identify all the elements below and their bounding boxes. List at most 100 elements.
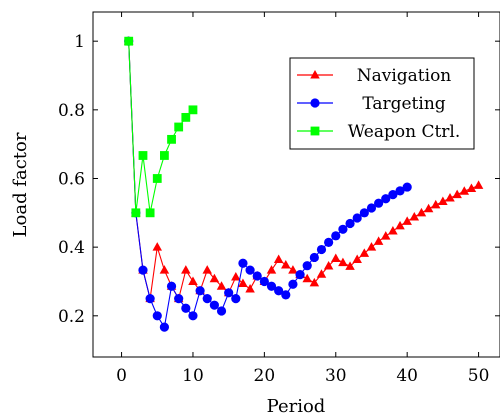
legend-label: Navigation bbox=[357, 66, 452, 86]
y-tick-label: 0.4 bbox=[58, 238, 85, 258]
data-point bbox=[231, 294, 241, 304]
data-point bbox=[159, 322, 170, 332]
data-point bbox=[138, 151, 148, 160]
data-point bbox=[288, 265, 298, 274]
data-point bbox=[288, 279, 298, 289]
data-point bbox=[274, 286, 284, 296]
data-point bbox=[402, 216, 412, 225]
x-tick-label: 10 bbox=[182, 366, 204, 386]
data-point bbox=[438, 196, 448, 205]
data-point bbox=[366, 242, 377, 251]
x-axis-ticks: 0 10 20 30 40 50 bbox=[116, 12, 489, 386]
x-tick-label: 20 bbox=[254, 366, 276, 386]
series-2 bbox=[124, 36, 198, 218]
data-point bbox=[238, 258, 248, 268]
data-point bbox=[216, 306, 227, 316]
data-point bbox=[359, 208, 369, 218]
data-point bbox=[388, 190, 398, 200]
data-point bbox=[209, 273, 220, 283]
data-point bbox=[409, 211, 420, 221]
data-point bbox=[202, 294, 212, 304]
data-point bbox=[302, 273, 312, 283]
data-point bbox=[452, 189, 462, 199]
legend-entry: Navigation bbox=[297, 66, 451, 86]
axes-frame bbox=[92, 11, 500, 358]
data-point bbox=[131, 208, 141, 218]
data-point bbox=[266, 281, 277, 291]
data-point bbox=[159, 265, 170, 274]
data-point bbox=[338, 224, 348, 234]
data-point bbox=[331, 231, 341, 241]
data-point bbox=[202, 265, 212, 274]
data-point bbox=[381, 194, 391, 204]
data-point bbox=[195, 286, 205, 296]
data-point bbox=[209, 300, 219, 310]
x-axis-title: Period bbox=[267, 396, 326, 416]
x-tick-label: 30 bbox=[325, 366, 347, 386]
data-point bbox=[331, 253, 341, 262]
legend-entry: Targeting bbox=[297, 94, 446, 114]
data-point bbox=[174, 122, 184, 132]
data-point bbox=[245, 265, 255, 275]
legend-label: Targeting bbox=[362, 94, 445, 114]
data-point bbox=[430, 199, 441, 209]
data-point bbox=[124, 36, 134, 46]
data-point bbox=[359, 248, 370, 257]
data-point bbox=[188, 105, 198, 115]
data-point bbox=[231, 272, 241, 281]
legend-marker bbox=[310, 98, 320, 108]
data-point bbox=[245, 284, 255, 293]
data-point bbox=[352, 213, 362, 223]
x-tick-label: 50 bbox=[468, 366, 490, 386]
data-point bbox=[281, 260, 291, 269]
legend-items: Navigation Targeting Weapon Ctrl. bbox=[297, 66, 460, 142]
series-line-2 bbox=[128, 41, 194, 213]
data-point bbox=[445, 193, 455, 202]
data-point bbox=[266, 265, 277, 274]
x-tick-label: 0 bbox=[116, 366, 127, 386]
data-point bbox=[181, 265, 191, 274]
data-point bbox=[152, 174, 162, 183]
data-point bbox=[174, 294, 184, 304]
data-point bbox=[309, 277, 320, 287]
data-point bbox=[338, 257, 348, 267]
data-point bbox=[466, 183, 477, 192]
data-point bbox=[188, 276, 198, 285]
y-tick-label: 0.2 bbox=[58, 307, 85, 327]
data-point bbox=[345, 218, 355, 229]
data-point bbox=[316, 244, 327, 255]
legend: Navigation Targeting Weapon Ctrl. bbox=[289, 57, 475, 150]
data-point bbox=[416, 207, 427, 217]
data-point bbox=[309, 252, 319, 263]
data-point bbox=[145, 294, 155, 304]
legend-marker bbox=[310, 126, 320, 136]
legend-entry: Weapon Ctrl. bbox=[297, 122, 460, 142]
data-point bbox=[381, 231, 391, 240]
data-point bbox=[167, 134, 176, 144]
legend-marker bbox=[310, 70, 320, 79]
data-point bbox=[316, 269, 327, 278]
data-point bbox=[388, 226, 398, 235]
data-point bbox=[238, 278, 248, 288]
x-tick-label: 40 bbox=[396, 366, 418, 386]
data-point bbox=[302, 261, 312, 271]
data-point bbox=[188, 311, 198, 321]
data-point bbox=[459, 186, 470, 195]
y-axis-title: Load factor bbox=[10, 132, 31, 237]
y-tick-label: 0.8 bbox=[58, 101, 85, 121]
data-point bbox=[181, 303, 191, 313]
data-point bbox=[160, 151, 169, 160]
legend-label: Weapon Ctrl. bbox=[348, 122, 461, 142]
data-point bbox=[166, 281, 177, 291]
data-point bbox=[423, 203, 434, 213]
data-point bbox=[324, 237, 334, 247]
data-point bbox=[138, 265, 148, 275]
series-1 bbox=[124, 36, 412, 332]
y-tick-label: 1 bbox=[74, 32, 85, 52]
data-point bbox=[402, 182, 412, 192]
data-point bbox=[181, 112, 191, 122]
data-point bbox=[352, 254, 362, 264]
data-point bbox=[345, 261, 355, 270]
plot-content bbox=[123, 36, 484, 332]
